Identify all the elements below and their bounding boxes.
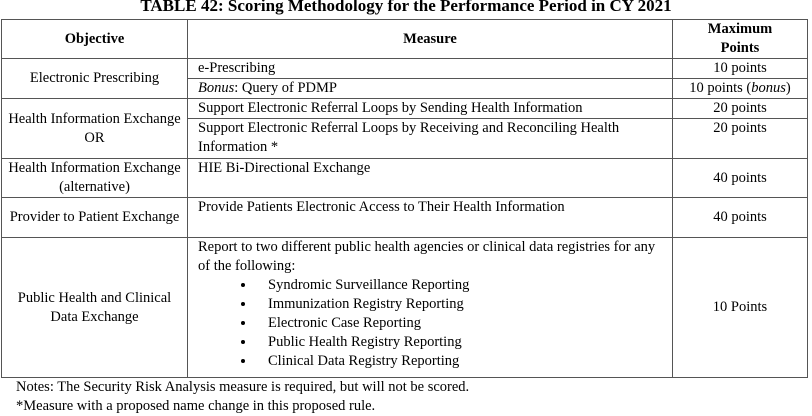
objective-cell: Health Information Exchange (alternative…	[1, 158, 188, 198]
cell-text: Report to two different public health ag…	[198, 239, 656, 274]
objective-cell: Health Information Exchange OR	[1, 98, 188, 159]
header-cell: Objective	[1, 19, 188, 59]
bullet-item: Clinical Data Registry Reporting	[256, 352, 664, 371]
header-cell: Maximum Points	[672, 19, 808, 59]
cell-text: 20 points	[713, 120, 767, 136]
cell-text: 40 points	[713, 209, 767, 225]
points-cell: 10 Points	[672, 237, 808, 378]
objective-line: Electronic Prescribing	[29, 70, 160, 86]
bullet-item: Syndromic Surveillance Reporting	[256, 276, 664, 295]
table-row: Electronic Prescribing e-Prescribing 10 po…	[1, 58, 808, 99]
text-run: Bonus	[198, 80, 235, 96]
table-row: Public Health and Clinical Data Exchange…	[1, 237, 808, 378]
cell-text: 40 points	[713, 169, 767, 186]
objective-cell: Public Health and Clinical Data Exchange	[1, 237, 188, 378]
cell-text: Support Electronic Referral Loops by Sen…	[198, 100, 583, 116]
text-run: 10 points (	[689, 80, 752, 96]
objective-cell: Electronic Prescribing	[1, 58, 188, 99]
notes: Notes: The Security Risk Analysis measur…	[16, 378, 469, 416]
objective-line: Provider to Patient Exchange	[9, 209, 180, 225]
cell-text: Support Electronic Referral Loops by Rec…	[198, 120, 620, 155]
table-row: Health Information Exchange (alternative…	[1, 158, 808, 198]
cell-text: Provide Patients Electronic Access to Th…	[198, 199, 565, 215]
measure-cell: Support Electronic Referral Loops by Rec…	[187, 118, 673, 159]
note-line: *Measure with a proposed name change in …	[16, 398, 376, 414]
measure-cell: Provide Patients Electronic Access to Th…	[187, 197, 673, 238]
bullet-item: Public Health Registry Reporting	[256, 333, 664, 352]
measure-cell: HIE Bi-Directional Exchange	[187, 158, 673, 198]
points-cell: 10 points	[672, 58, 808, 79]
text-run: : Query of PDMP	[234, 80, 337, 96]
cell-text: 20 points	[713, 100, 767, 116]
objective-line: Health Information Exchange	[8, 110, 181, 127]
bullet-item: Immunization Registry Reporting	[256, 295, 664, 314]
cell-text: 10 points	[713, 60, 767, 76]
text-run: bonus	[751, 80, 786, 96]
cell-text: e-Prescribing	[198, 60, 276, 76]
objective-line: Public Health and Clinical Data Exchange	[17, 289, 172, 325]
header-cell: Measure	[187, 19, 673, 59]
bullet-item: Electronic Case Reporting	[256, 314, 664, 333]
table-title: TABLE 42: Scoring Methodology for the Pe…	[140, 0, 672, 15]
text-run: )	[785, 80, 791, 96]
bullet-list: Syndromic Surveillance ReportingImmuniza…	[198, 276, 664, 371]
objective-cell: Provider to Patient Exchange	[1, 197, 188, 238]
objective-line: OR	[84, 129, 105, 146]
table-row: Health Information Exchange OR Support Ele…	[1, 98, 808, 159]
measure-cell: Bonus: Query of PDMP	[187, 78, 673, 99]
cell-text: 10 Points	[712, 299, 768, 315]
table-row: Bonus: Query of PDMP 10 points (bonus)	[2, 78, 808, 99]
objective-line: Health Information Exchange (alternative…	[8, 160, 181, 195]
points-cell: 40 points	[672, 158, 808, 198]
header-row: Objective Measure Maximum Points	[1, 19, 808, 59]
measure-cell: Report to two different public health ag…	[187, 237, 673, 378]
points-cell: 20 points	[672, 98, 808, 119]
points-cell: 40 points	[672, 197, 808, 238]
points-cell: 10 points (bonus)	[672, 78, 808, 99]
measure-cell: Support Electronic Referral Loops by Sen…	[187, 98, 673, 119]
cell-text: HIE Bi-Directional Exchange	[198, 160, 371, 176]
scoring-table: Objective Measure Maximum Points Electro…	[1, 19, 808, 378]
table-row: Provider to Patient Exchange Provide Pati…	[1, 197, 808, 238]
points-cell: 20 points	[672, 118, 808, 159]
measure-cell: e-Prescribing	[187, 58, 673, 79]
note-line: Notes: The Security Risk Analysis measur…	[16, 379, 470, 395]
